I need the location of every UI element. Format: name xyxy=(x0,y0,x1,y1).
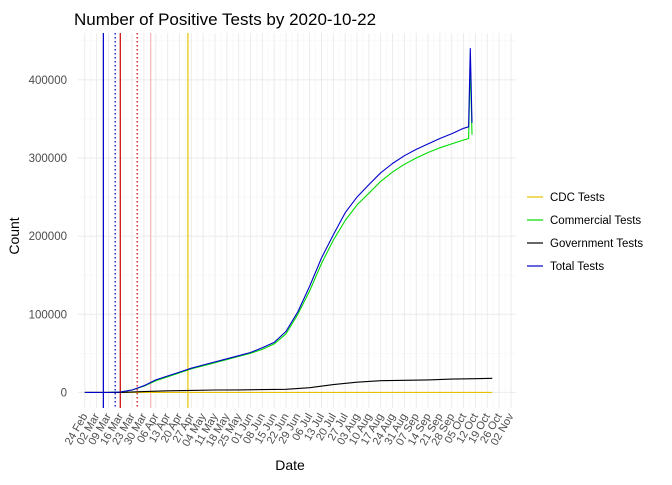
y-tick-label: 400000 xyxy=(29,75,67,87)
y-axis-ticks: 0 100000 200000 300000 400000 xyxy=(29,75,67,400)
legend-label: Commercial Tests xyxy=(550,215,641,227)
y-tick-label: 0 xyxy=(61,387,67,399)
series-line-government-tests xyxy=(84,377,493,393)
x-axis-label: Date xyxy=(275,457,305,473)
event-markers xyxy=(102,33,189,408)
series-line-commercial-tests xyxy=(108,63,473,393)
chart-title: Number of Positive Tests by 2020-10-22 xyxy=(74,10,376,29)
y-tick-label: 200000 xyxy=(29,231,67,243)
legend-label: Government Tests xyxy=(550,238,643,250)
legend-label: Total Tests xyxy=(550,261,604,273)
legend-label: CDC Tests xyxy=(550,192,605,204)
y-tick-label: 300000 xyxy=(29,153,67,165)
y-axis-label: Count xyxy=(6,217,22,254)
grid xyxy=(78,33,516,408)
y-tick-label: 100000 xyxy=(29,309,67,321)
series-lines xyxy=(84,48,493,393)
legend: CDC Tests Commercial Tests Government Test… xyxy=(527,192,643,273)
series-line-total-tests xyxy=(84,48,473,393)
